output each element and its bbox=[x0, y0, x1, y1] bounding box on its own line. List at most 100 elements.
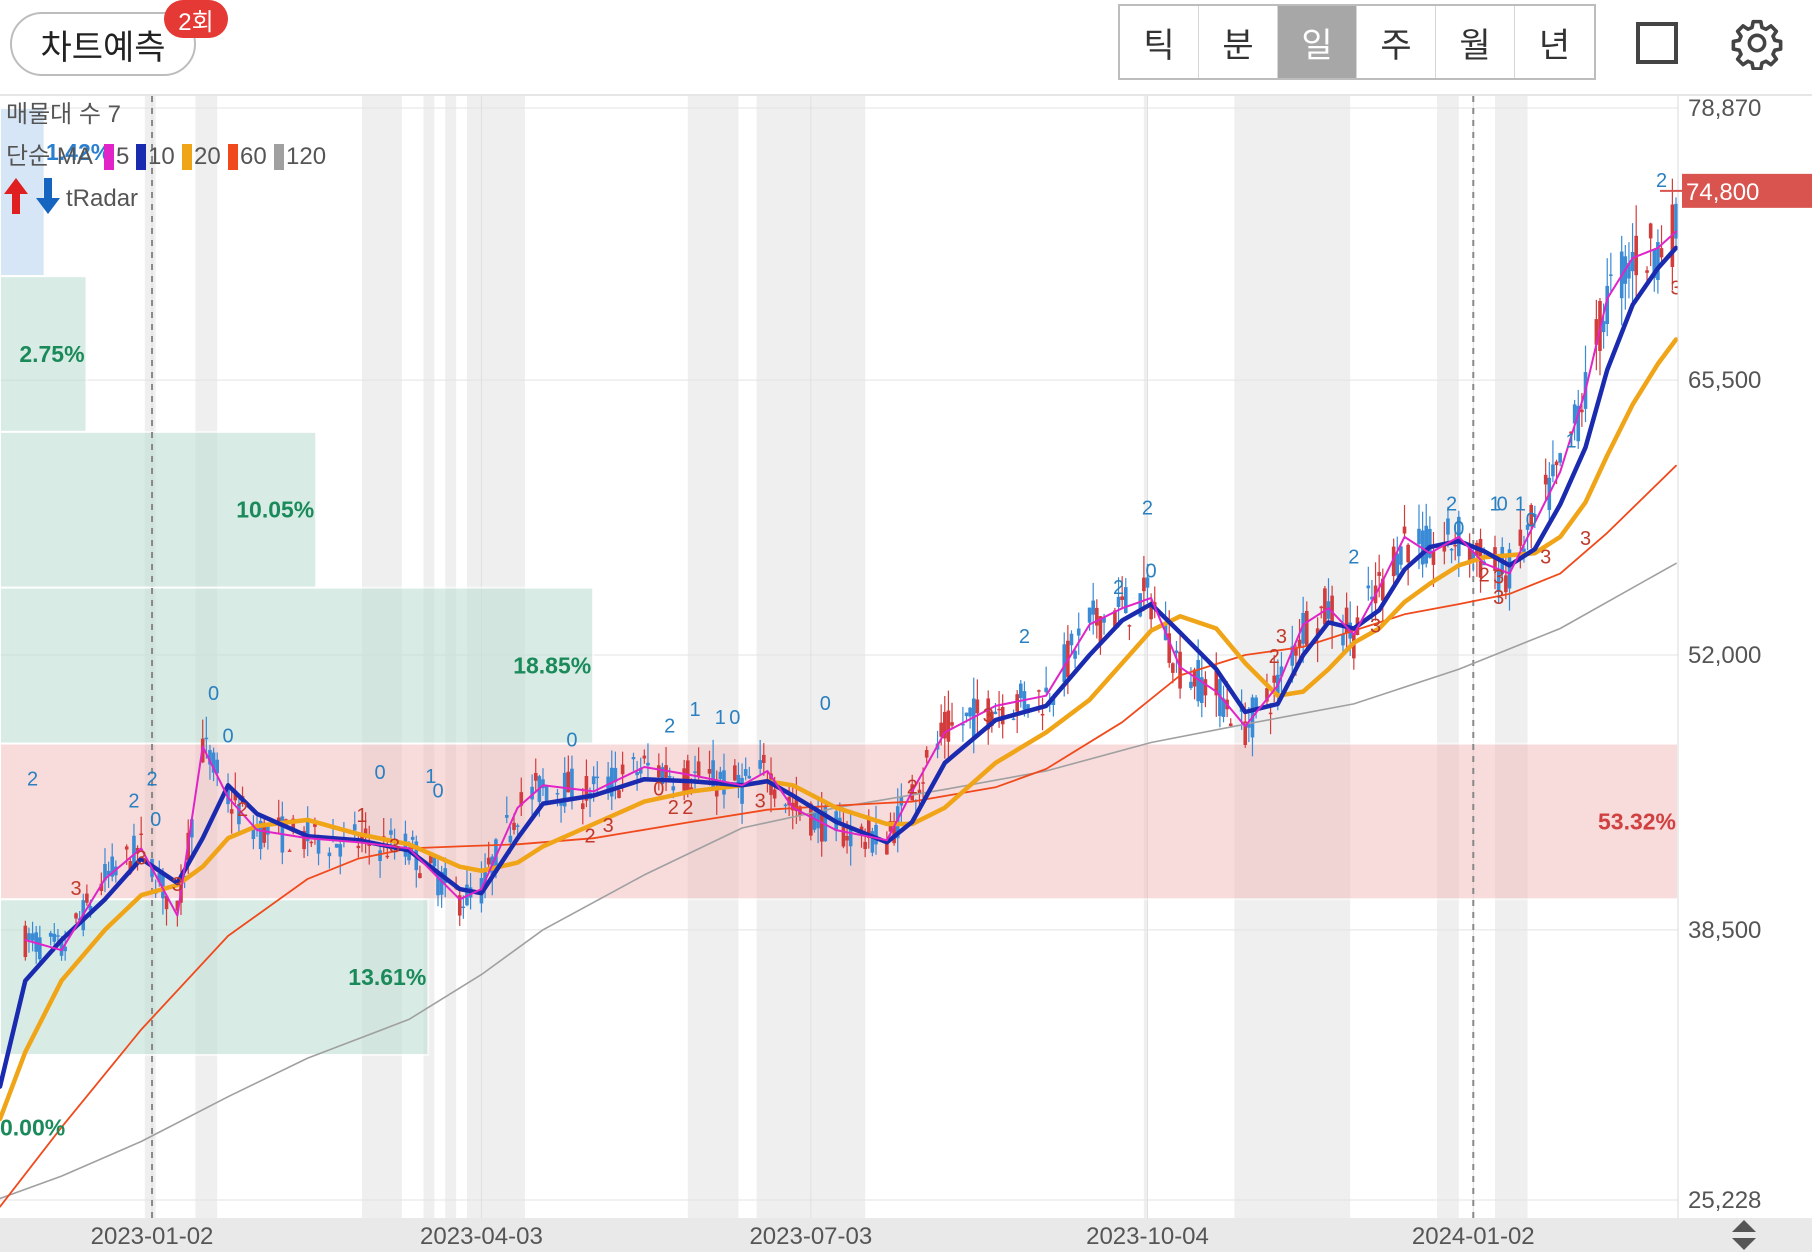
candle-body bbox=[975, 699, 980, 714]
candle-body bbox=[229, 809, 234, 814]
candle-body bbox=[559, 802, 563, 806]
candle-body bbox=[595, 776, 600, 779]
shaded-period bbox=[687, 96, 739, 1218]
tab-tick[interactable]: 틱 bbox=[1120, 6, 1199, 78]
signal-label: 0 bbox=[375, 762, 386, 784]
ma-legend-label: 60 bbox=[240, 143, 267, 170]
ma-legend-label: 10 bbox=[148, 143, 175, 170]
candle-body bbox=[1199, 677, 1204, 704]
candle-body bbox=[580, 803, 585, 810]
candle-body bbox=[1243, 721, 1248, 745]
candle-body bbox=[1431, 550, 1436, 565]
signal-label: 2 bbox=[1142, 498, 1153, 520]
candle-body bbox=[986, 698, 991, 730]
candle-body bbox=[1076, 628, 1081, 636]
signal-label: 0 bbox=[1497, 493, 1508, 515]
candle-body bbox=[968, 707, 972, 717]
ma-title: 단순 MA bbox=[6, 143, 93, 170]
candle-body bbox=[1189, 681, 1193, 688]
square-outline-icon[interactable] bbox=[1636, 22, 1678, 64]
candle-body bbox=[1196, 660, 1200, 702]
candle-body bbox=[1341, 634, 1345, 646]
candle-body bbox=[1149, 604, 1153, 620]
candle-body bbox=[761, 754, 766, 763]
candle-body bbox=[707, 769, 712, 774]
ma-line-5 bbox=[24, 230, 1677, 952]
candle-body bbox=[1518, 529, 1523, 546]
candle-body bbox=[385, 855, 390, 858]
volume-bar bbox=[0, 586, 595, 745]
candle-body bbox=[1069, 633, 1074, 646]
candle-body bbox=[1228, 723, 1233, 727]
candle-body bbox=[566, 771, 571, 793]
candle-body bbox=[1268, 712, 1273, 715]
legend: 매물대 수 7 단순 MA 5 10 20 60 120 tRadar bbox=[4, 101, 326, 214]
volume-profile-legend: 매물대 수 7 bbox=[6, 101, 121, 128]
candle-body bbox=[1391, 546, 1396, 577]
signal-label: 2 bbox=[146, 768, 157, 790]
candle-body bbox=[772, 789, 777, 799]
candle-body bbox=[175, 900, 180, 911]
candle-body bbox=[1120, 596, 1124, 600]
candle-body bbox=[128, 861, 133, 874]
signal-label: 2 bbox=[668, 797, 679, 819]
candle-body bbox=[1529, 504, 1534, 527]
tab-week[interactable]: 주 bbox=[1357, 6, 1436, 78]
signal-label: 2 bbox=[27, 768, 38, 790]
candle-body bbox=[38, 937, 42, 960]
signal-label: 3 bbox=[603, 815, 614, 837]
candle-body bbox=[816, 810, 820, 829]
candle-body bbox=[544, 785, 549, 802]
tab-month[interactable]: 월 bbox=[1436, 6, 1515, 78]
x-tick-label: 2023-07-03 bbox=[749, 1223, 872, 1250]
signal-label: 1 bbox=[689, 699, 700, 721]
candle-body bbox=[389, 830, 393, 835]
candle-body bbox=[1399, 546, 1403, 565]
candle-body bbox=[519, 792, 524, 806]
candle-body bbox=[432, 857, 437, 867]
candle-body bbox=[1323, 588, 1327, 625]
gear-icon[interactable] bbox=[1730, 16, 1784, 70]
scroll-arrows-icon[interactable] bbox=[1732, 1220, 1756, 1250]
candle-body bbox=[1279, 666, 1284, 677]
candle-body bbox=[367, 844, 372, 846]
candle-body bbox=[1221, 698, 1226, 717]
candle-body bbox=[1609, 274, 1613, 276]
candle-body bbox=[27, 933, 31, 940]
candle-body bbox=[88, 906, 93, 911]
signal-label: 0 bbox=[566, 730, 577, 752]
signal-label: 1 bbox=[715, 707, 726, 729]
candle-body bbox=[1102, 617, 1106, 623]
signal-label: 0 bbox=[729, 707, 740, 729]
candle-body bbox=[1652, 249, 1657, 278]
signal-label: 0 bbox=[1453, 518, 1464, 540]
candle-body bbox=[1554, 461, 1559, 466]
y-tick-label: 25,228 bbox=[1688, 1187, 1761, 1214]
candle-body bbox=[1294, 647, 1298, 656]
candle-body bbox=[1290, 646, 1295, 666]
candle-body bbox=[555, 792, 560, 795]
signal-label: 3 bbox=[70, 878, 81, 900]
signal-label: 3 bbox=[1493, 587, 1504, 609]
y-tick-label: 52,000 bbox=[1688, 642, 1761, 669]
candle-body bbox=[327, 852, 332, 857]
candle-body bbox=[233, 790, 238, 801]
candle-body bbox=[1167, 633, 1172, 663]
ma-legend-swatch bbox=[228, 144, 238, 170]
y-axis-ticks: 78,870 65,500 52,000 38,500 25,228 bbox=[1688, 96, 1761, 1214]
candle-body bbox=[1576, 405, 1581, 442]
volume-percent-label: 18.85% bbox=[513, 653, 591, 679]
signal-label: 2 bbox=[1019, 626, 1030, 648]
candle-body bbox=[132, 835, 136, 866]
candle-body bbox=[617, 790, 621, 798]
tab-year[interactable]: 년 bbox=[1538, 26, 1571, 65]
candle-body bbox=[139, 833, 143, 836]
candle-body bbox=[689, 787, 694, 791]
candle-body bbox=[696, 761, 701, 777]
tab-day[interactable]: 일 bbox=[1278, 6, 1357, 78]
tab-minute[interactable]: 분 bbox=[1199, 6, 1278, 78]
candle-body bbox=[124, 846, 129, 850]
volume-bar bbox=[0, 275, 88, 433]
candle-body bbox=[483, 869, 487, 884]
